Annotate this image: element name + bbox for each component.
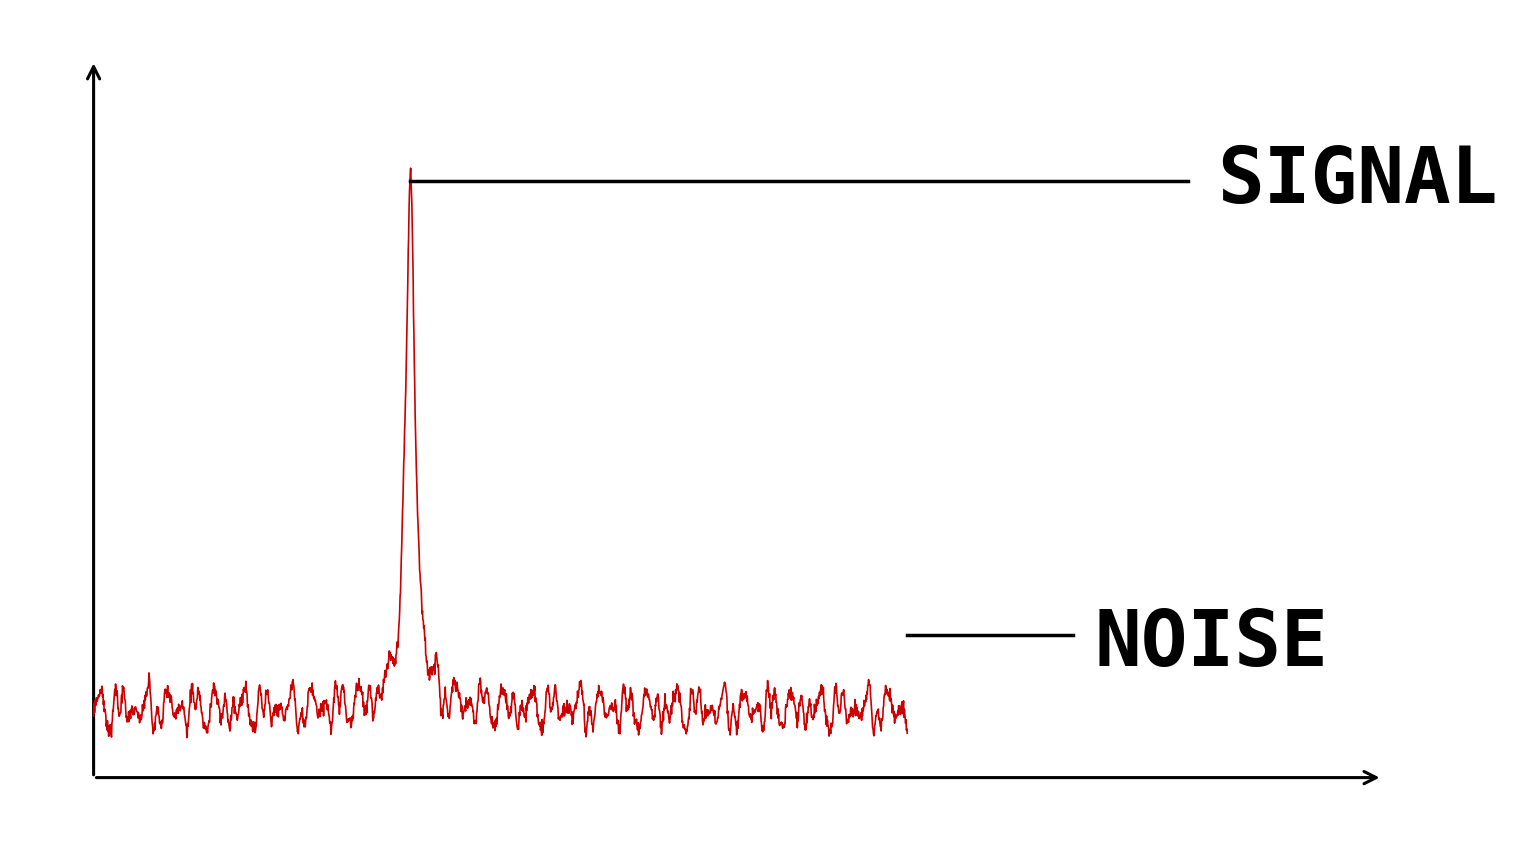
Text: SIGNAL: SIGNAL — [1217, 143, 1498, 219]
Text: NOISE: NOISE — [1095, 606, 1329, 682]
